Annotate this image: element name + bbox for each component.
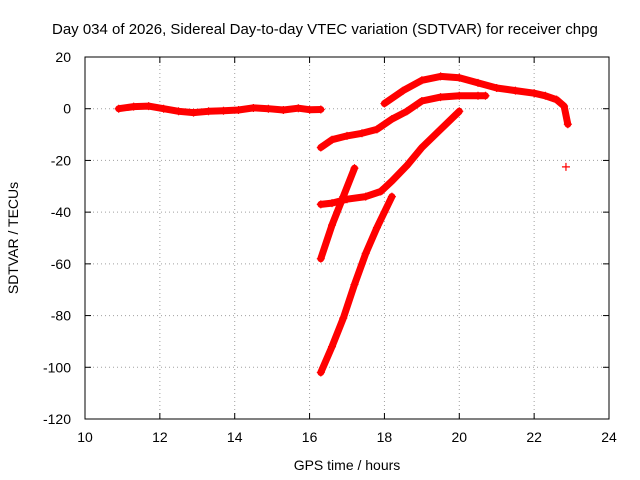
data-point	[560, 102, 569, 111]
y-tick-label: -20	[51, 152, 71, 168]
grid-lines	[85, 57, 609, 419]
data-point	[234, 106, 243, 115]
data-point	[376, 187, 385, 196]
data-point	[204, 107, 213, 116]
series-seg3	[380, 72, 572, 129]
data-point	[481, 91, 490, 100]
chart-title: Day 034 of 2026, Sidereal Day-to-day VTE…	[52, 21, 598, 38]
data-point	[114, 104, 123, 113]
data-point	[552, 95, 561, 104]
y-tick-label: -100	[43, 359, 71, 375]
data-point	[279, 106, 288, 115]
series-band	[317, 92, 489, 151]
series-band	[317, 164, 358, 263]
data-point	[511, 86, 520, 95]
data-point	[380, 120, 389, 129]
series-band	[380, 72, 572, 128]
data-point	[380, 99, 389, 108]
data-point	[436, 93, 445, 102]
series-outlier	[561, 162, 570, 171]
data-point	[417, 143, 426, 152]
data-point	[436, 72, 445, 81]
data-point	[372, 125, 381, 134]
data-point	[357, 129, 366, 138]
data-point	[350, 164, 359, 173]
data-point	[328, 342, 337, 351]
series-band	[317, 107, 463, 208]
data-point	[436, 125, 445, 134]
data-point	[387, 115, 396, 124]
data-point	[380, 208, 389, 217]
plot-frame	[84, 56, 610, 420]
data-point	[189, 108, 198, 117]
series-seg6	[316, 192, 396, 377]
data-series	[114, 72, 572, 377]
x-tick-label: 18	[377, 429, 393, 445]
data-point	[387, 177, 396, 186]
x-tick-label: 14	[227, 429, 243, 445]
data-point	[316, 105, 325, 114]
data-point	[316, 368, 325, 377]
y-tick-label: -120	[43, 411, 71, 427]
data-point	[249, 103, 258, 112]
data-point	[474, 91, 482, 100]
data-point	[417, 96, 426, 105]
series-band	[317, 193, 396, 376]
x-tick-label: 20	[451, 429, 467, 445]
data-point	[328, 199, 337, 208]
series-seg2	[316, 91, 490, 152]
data-point	[387, 192, 396, 201]
y-tick-label: 20	[55, 49, 71, 65]
data-point	[129, 102, 138, 111]
x-tick-label: 16	[302, 429, 318, 445]
data-point	[159, 104, 168, 113]
data-point	[561, 162, 570, 171]
data-point	[174, 107, 183, 116]
x-tick-label: 22	[526, 429, 542, 445]
x-tick-label: 12	[152, 429, 168, 445]
data-point	[339, 314, 348, 323]
x-axis-label: GPS time / hours	[294, 457, 401, 473]
data-point	[455, 107, 464, 116]
data-point	[417, 76, 426, 85]
data-point	[316, 254, 325, 263]
data-point	[328, 135, 337, 144]
data-point	[530, 89, 539, 98]
data-point	[492, 84, 501, 93]
data-point	[455, 91, 464, 100]
series-seg5	[316, 164, 359, 263]
y-tick-label: -80	[51, 308, 71, 324]
data-point	[361, 192, 370, 201]
data-point	[402, 161, 411, 170]
data-point	[264, 104, 273, 113]
y-tick-label: 0	[63, 101, 71, 117]
y-tick-label: -60	[51, 256, 71, 272]
data-point	[219, 106, 228, 115]
data-point	[563, 120, 572, 129]
axis-ticks: 10 12 14 16 18 20 22 24 -120 -100 -80 -60 -40 -20 0 20	[43, 49, 617, 445]
data-point	[339, 192, 348, 201]
y-tick-label: -40	[51, 204, 71, 220]
data-point	[343, 131, 351, 140]
y-axis-label: SDTVAR / TECUs	[5, 182, 21, 294]
x-tick-label: 24	[601, 429, 617, 445]
data-point	[305, 105, 314, 114]
data-point	[399, 86, 408, 95]
data-point	[402, 107, 411, 116]
data-point	[294, 104, 303, 113]
series-seg1	[114, 102, 325, 117]
data-point	[316, 143, 325, 152]
data-point	[316, 200, 325, 209]
data-point	[455, 73, 464, 82]
data-point	[144, 102, 153, 111]
data-point	[350, 280, 359, 289]
data-point	[328, 221, 337, 230]
data-point	[541, 91, 550, 100]
data-point	[474, 78, 482, 87]
data-point	[372, 223, 381, 232]
data-point	[361, 249, 370, 258]
x-tick-label: 10	[77, 429, 93, 445]
